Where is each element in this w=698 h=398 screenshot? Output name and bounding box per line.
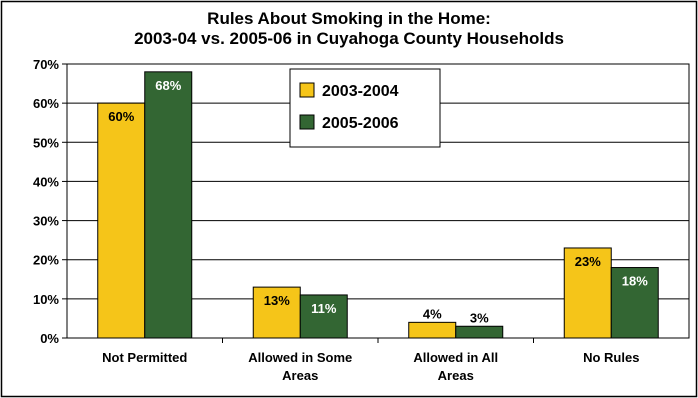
x-category-label: Areas xyxy=(438,368,474,383)
y-tick-label: 40% xyxy=(33,174,59,189)
bar-2003-2004-0 xyxy=(97,102,146,339)
bar-2005-2006-1 xyxy=(299,294,348,339)
data-label: 68% xyxy=(155,78,181,93)
x-category-label: Areas xyxy=(282,368,318,383)
data-label: 18% xyxy=(622,274,648,289)
legend-box xyxy=(289,68,441,148)
data-label: 13% xyxy=(264,293,290,308)
bar-2003-2004-1 xyxy=(252,286,301,339)
y-tick-label: 0% xyxy=(40,331,59,346)
x-category-label: No Rules xyxy=(583,350,639,365)
x-category-label: Allowed in Some xyxy=(248,350,352,365)
legend-label: 2003-2004 xyxy=(322,83,399,100)
bar-2005-2006-0 xyxy=(144,71,193,339)
chart-title-line: Rules About Smoking in the Home: xyxy=(207,9,491,28)
x-category-label: Not Permitted xyxy=(102,350,187,365)
legend-swatch xyxy=(299,114,315,130)
data-label: 3% xyxy=(470,310,489,325)
bar-2005-2006-3 xyxy=(610,267,659,339)
chart-title-line: 2003-04 vs. 2005-06 in Cuyahoga County H… xyxy=(134,29,564,48)
data-label: 11% xyxy=(311,301,337,316)
y-tick-label: 50% xyxy=(33,135,59,150)
data-label: 23% xyxy=(575,254,601,269)
y-tick-label: 20% xyxy=(33,253,59,268)
x-category-label: Allowed in All xyxy=(413,350,498,365)
y-tick-label: 60% xyxy=(33,96,59,111)
legend-swatch xyxy=(299,82,315,98)
data-label: 4% xyxy=(423,306,442,321)
legend-label: 2005-2006 xyxy=(322,115,399,132)
bar-2003-2004-2 xyxy=(408,321,457,339)
y-tick-label: 30% xyxy=(33,214,59,229)
bar-2003-2004-3 xyxy=(563,247,612,339)
bar-2005-2006-2 xyxy=(455,325,504,339)
y-tick-label: 70% xyxy=(33,57,59,72)
y-tick-label: 10% xyxy=(33,292,59,307)
data-label: 60% xyxy=(108,109,134,124)
